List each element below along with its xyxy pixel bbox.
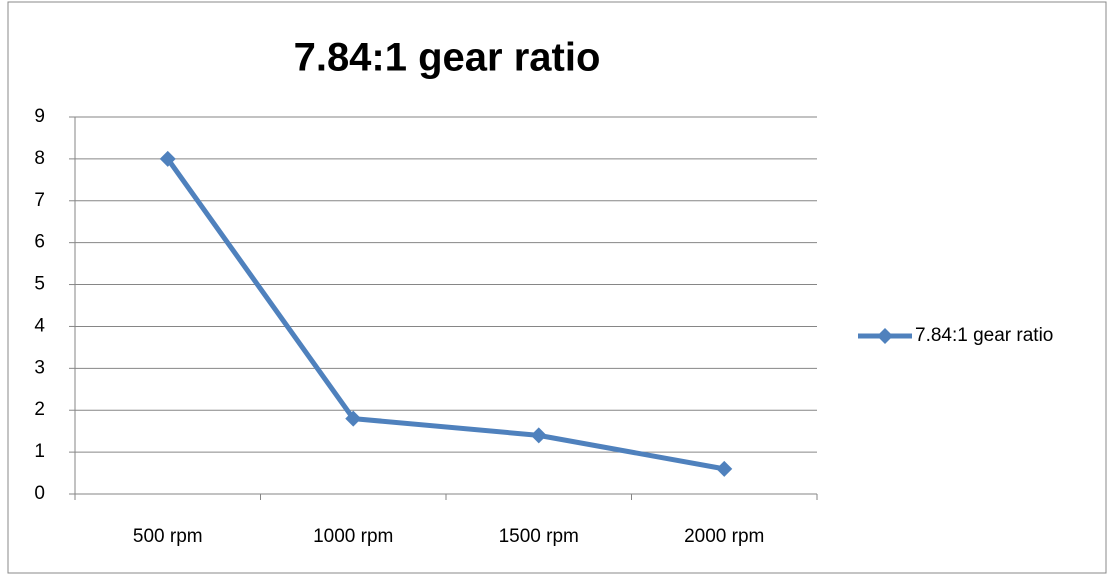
- y-tick-label: 3: [34, 357, 45, 378]
- y-tick-label: 9: [34, 106, 45, 127]
- legend-marker: [877, 328, 893, 344]
- chart-title: 7.84:1 gear ratio: [294, 36, 601, 80]
- x-tick-label: 1000 rpm: [313, 526, 393, 547]
- series-line: [165, 157, 725, 472]
- marker: [716, 460, 733, 477]
- y-tick-label: 8: [34, 148, 45, 169]
- y-tick-label: 5: [34, 274, 45, 295]
- y-tick-label: 6: [34, 232, 45, 253]
- x-tick-label: 1500 rpm: [499, 526, 579, 547]
- y-tick-label: 2: [34, 399, 45, 420]
- legend-label: 7.84:1 gear ratio: [915, 325, 1053, 346]
- y-tick-label: 0: [34, 483, 45, 504]
- y-tick-label: 4: [34, 315, 45, 336]
- y-tick-label: 7: [34, 190, 45, 211]
- marker: [345, 410, 362, 427]
- y-tick-label: 1: [34, 441, 45, 462]
- chart-frame: [7, 1, 1107, 574]
- marker: [159, 150, 176, 167]
- x-tick-label: 2000 rpm: [684, 526, 764, 547]
- x-tick-label: 500 rpm: [133, 526, 203, 547]
- marker: [530, 427, 547, 444]
